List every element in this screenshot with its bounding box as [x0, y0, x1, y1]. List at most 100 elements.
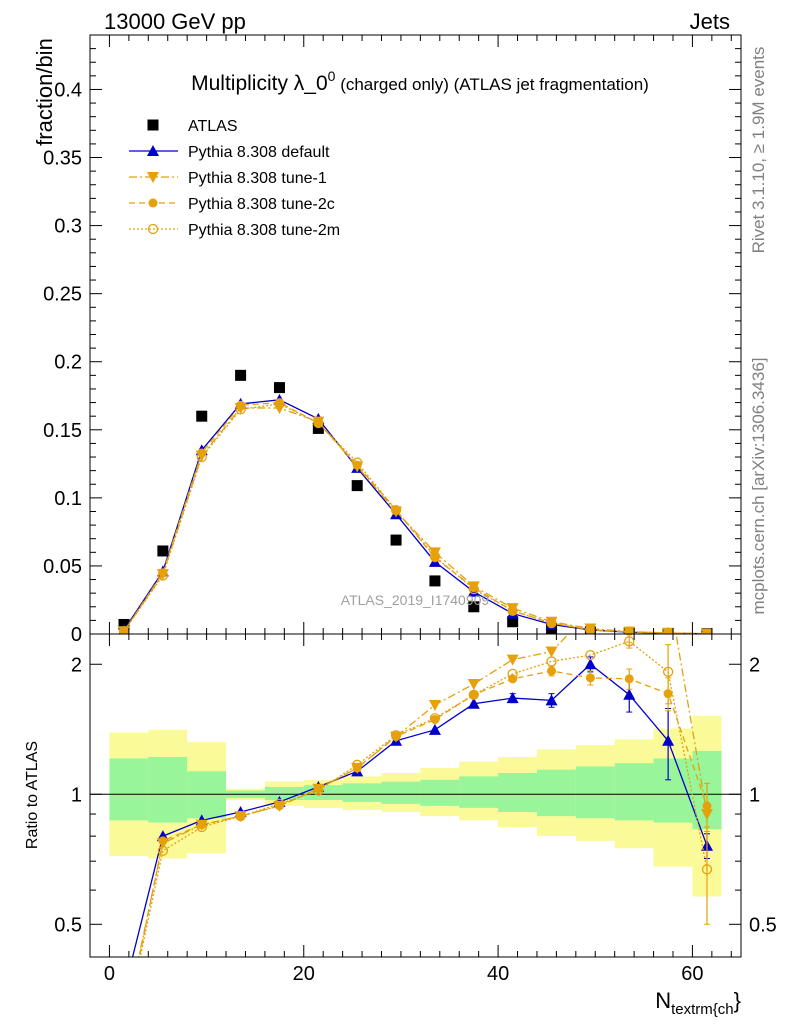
x-axis-label-main: N [655, 988, 671, 1013]
data-point [429, 551, 441, 562]
legend-label: Pythia 8.308 tune-2c [188, 196, 335, 213]
main-y-tick-label: 0.35 [43, 148, 82, 170]
main-y-tick-label: 0.3 [54, 216, 82, 238]
ratio-point [507, 668, 518, 680]
ratio-plot-area [90, 634, 741, 957]
data-point [507, 616, 519, 628]
data-point [468, 583, 479, 595]
legend-label: Pythia 8.308 tune-2m [188, 222, 340, 239]
main-y-tick-label: 0 [71, 624, 82, 646]
data-point [352, 457, 363, 468]
data-point [312, 422, 324, 434]
data-point [546, 617, 557, 629]
legend-item: Pythia 8.308 tune-1 [129, 170, 327, 187]
data-point [235, 369, 247, 381]
data-point [274, 398, 285, 410]
ratio-point [585, 673, 595, 683]
ratio-point [624, 674, 634, 684]
ratio-point [467, 679, 480, 691]
uncertainty-band-inner [342, 783, 382, 802]
ratio-y-tick-label-left: 2 [71, 654, 82, 676]
x-axis-label-sub: textrm{ch [671, 1001, 734, 1018]
ratio-point [468, 689, 479, 700]
ratio-point [702, 801, 712, 811]
ratio-frame [89, 633, 742, 958]
legend-marker [147, 172, 159, 183]
ratio-point [467, 697, 480, 709]
ratio-point [313, 785, 324, 796]
ratio-point [624, 636, 635, 647]
main-y-tick-label: 0.2 [54, 352, 82, 374]
ratio-point [545, 694, 558, 706]
ratio-y-tick-label-left: 0.5 [54, 914, 82, 936]
ratio-line-default [131, 663, 708, 957]
ratio-point [506, 692, 519, 704]
energy-label: 13000 GeV pp [104, 9, 246, 34]
x-axis-label: Ntextrm{ch} [655, 988, 741, 1018]
uncertainty-band-inner [109, 758, 149, 821]
analysis-watermark: ATLAS_2019_I1740909 [341, 592, 490, 608]
ratio-point [584, 658, 597, 670]
main-y-axis-label: fraction/bin [32, 38, 57, 146]
main-plot-area [118, 369, 713, 634]
ratio-point [545, 646, 558, 658]
rivet-label: Rivet 3.1.10, ≥ 1.9M events [749, 47, 768, 254]
ratio-point [547, 666, 557, 676]
x-tick-label: 0 [104, 963, 115, 985]
legend-marker [147, 223, 159, 235]
ratio-panel: 0.5 0.51 12 20 20 40 60 [54, 633, 777, 985]
main-y-tick-label: 0.1 [54, 488, 82, 510]
ratio-point [158, 836, 168, 846]
chart-title-rest: (charged only) (ATLAS jet fragmentation) [335, 75, 648, 94]
main-y-tick-label: 0.4 [54, 79, 82, 101]
ratio-point [428, 723, 441, 735]
legend-marker [147, 119, 159, 131]
ratio-point [662, 666, 674, 678]
uncertainty-band-inner [187, 771, 227, 819]
main-y-tick-label: 0.05 [43, 556, 82, 578]
data-point [547, 618, 557, 628]
ratio-point [701, 864, 713, 875]
chart-title-sup: 0 [328, 68, 336, 84]
uncertainty-band-inner [536, 769, 576, 817]
data-point [235, 404, 246, 415]
ratio-y-axis-label: Ratio to ATLAS [24, 741, 41, 849]
main-panel: 0 0.05 0.1 0.15 0.2 0.25 0.3 0.35 0.4 [43, 34, 742, 646]
ratio-y-tick-label-right: 0.5 [749, 914, 777, 936]
chart-title: Multiplicity λ_00 (charged only) (ATLAS … [191, 68, 649, 95]
x-tick-label: 20 [293, 963, 315, 985]
x-axis-label-tail: } [734, 988, 741, 1013]
ratio-line-tune2c [138, 670, 708, 957]
jets-label: Jets [690, 9, 730, 34]
data-point [507, 605, 518, 617]
main-y-tick-label: 0.25 [43, 284, 82, 306]
x-tick-label: 60 [681, 963, 703, 985]
legend-item: Pythia 8.308 tune-2m [129, 222, 340, 239]
data-point [429, 575, 441, 587]
uncertainty-band-inner [420, 779, 460, 806]
ratio-y-tick-label-right: 1 [749, 784, 760, 806]
ratio-point [585, 649, 596, 661]
data-point [351, 480, 363, 492]
data-point [352, 460, 362, 470]
legend-marker [147, 145, 159, 156]
ratio-y-tick-label-left: 1 [71, 784, 82, 806]
ratio-point [428, 699, 441, 711]
data-point [428, 547, 441, 559]
main-y-tick-label: 0.15 [43, 420, 82, 442]
legend-marker [148, 198, 158, 208]
data-point [157, 545, 169, 557]
ratio-point [274, 798, 285, 810]
ratio-line-tune1 [138, 634, 708, 957]
ratio-point [662, 734, 675, 746]
uncertainty-band-inner [459, 776, 499, 808]
legend-item: ATLAS [147, 118, 238, 135]
ratio-point [390, 730, 402, 741]
ratio-line-tune2m [139, 640, 708, 957]
legend-label: Pythia 8.308 tune-1 [188, 170, 327, 187]
legend-item: Pythia 8.308 tune-2c [129, 196, 335, 213]
uncertainty-band-inner [614, 763, 654, 821]
mcplots-label: mcplots.cern.ch [arXiv:1306.3436] [749, 357, 768, 614]
x-tick-label: 40 [487, 963, 509, 985]
data-point [390, 534, 402, 546]
